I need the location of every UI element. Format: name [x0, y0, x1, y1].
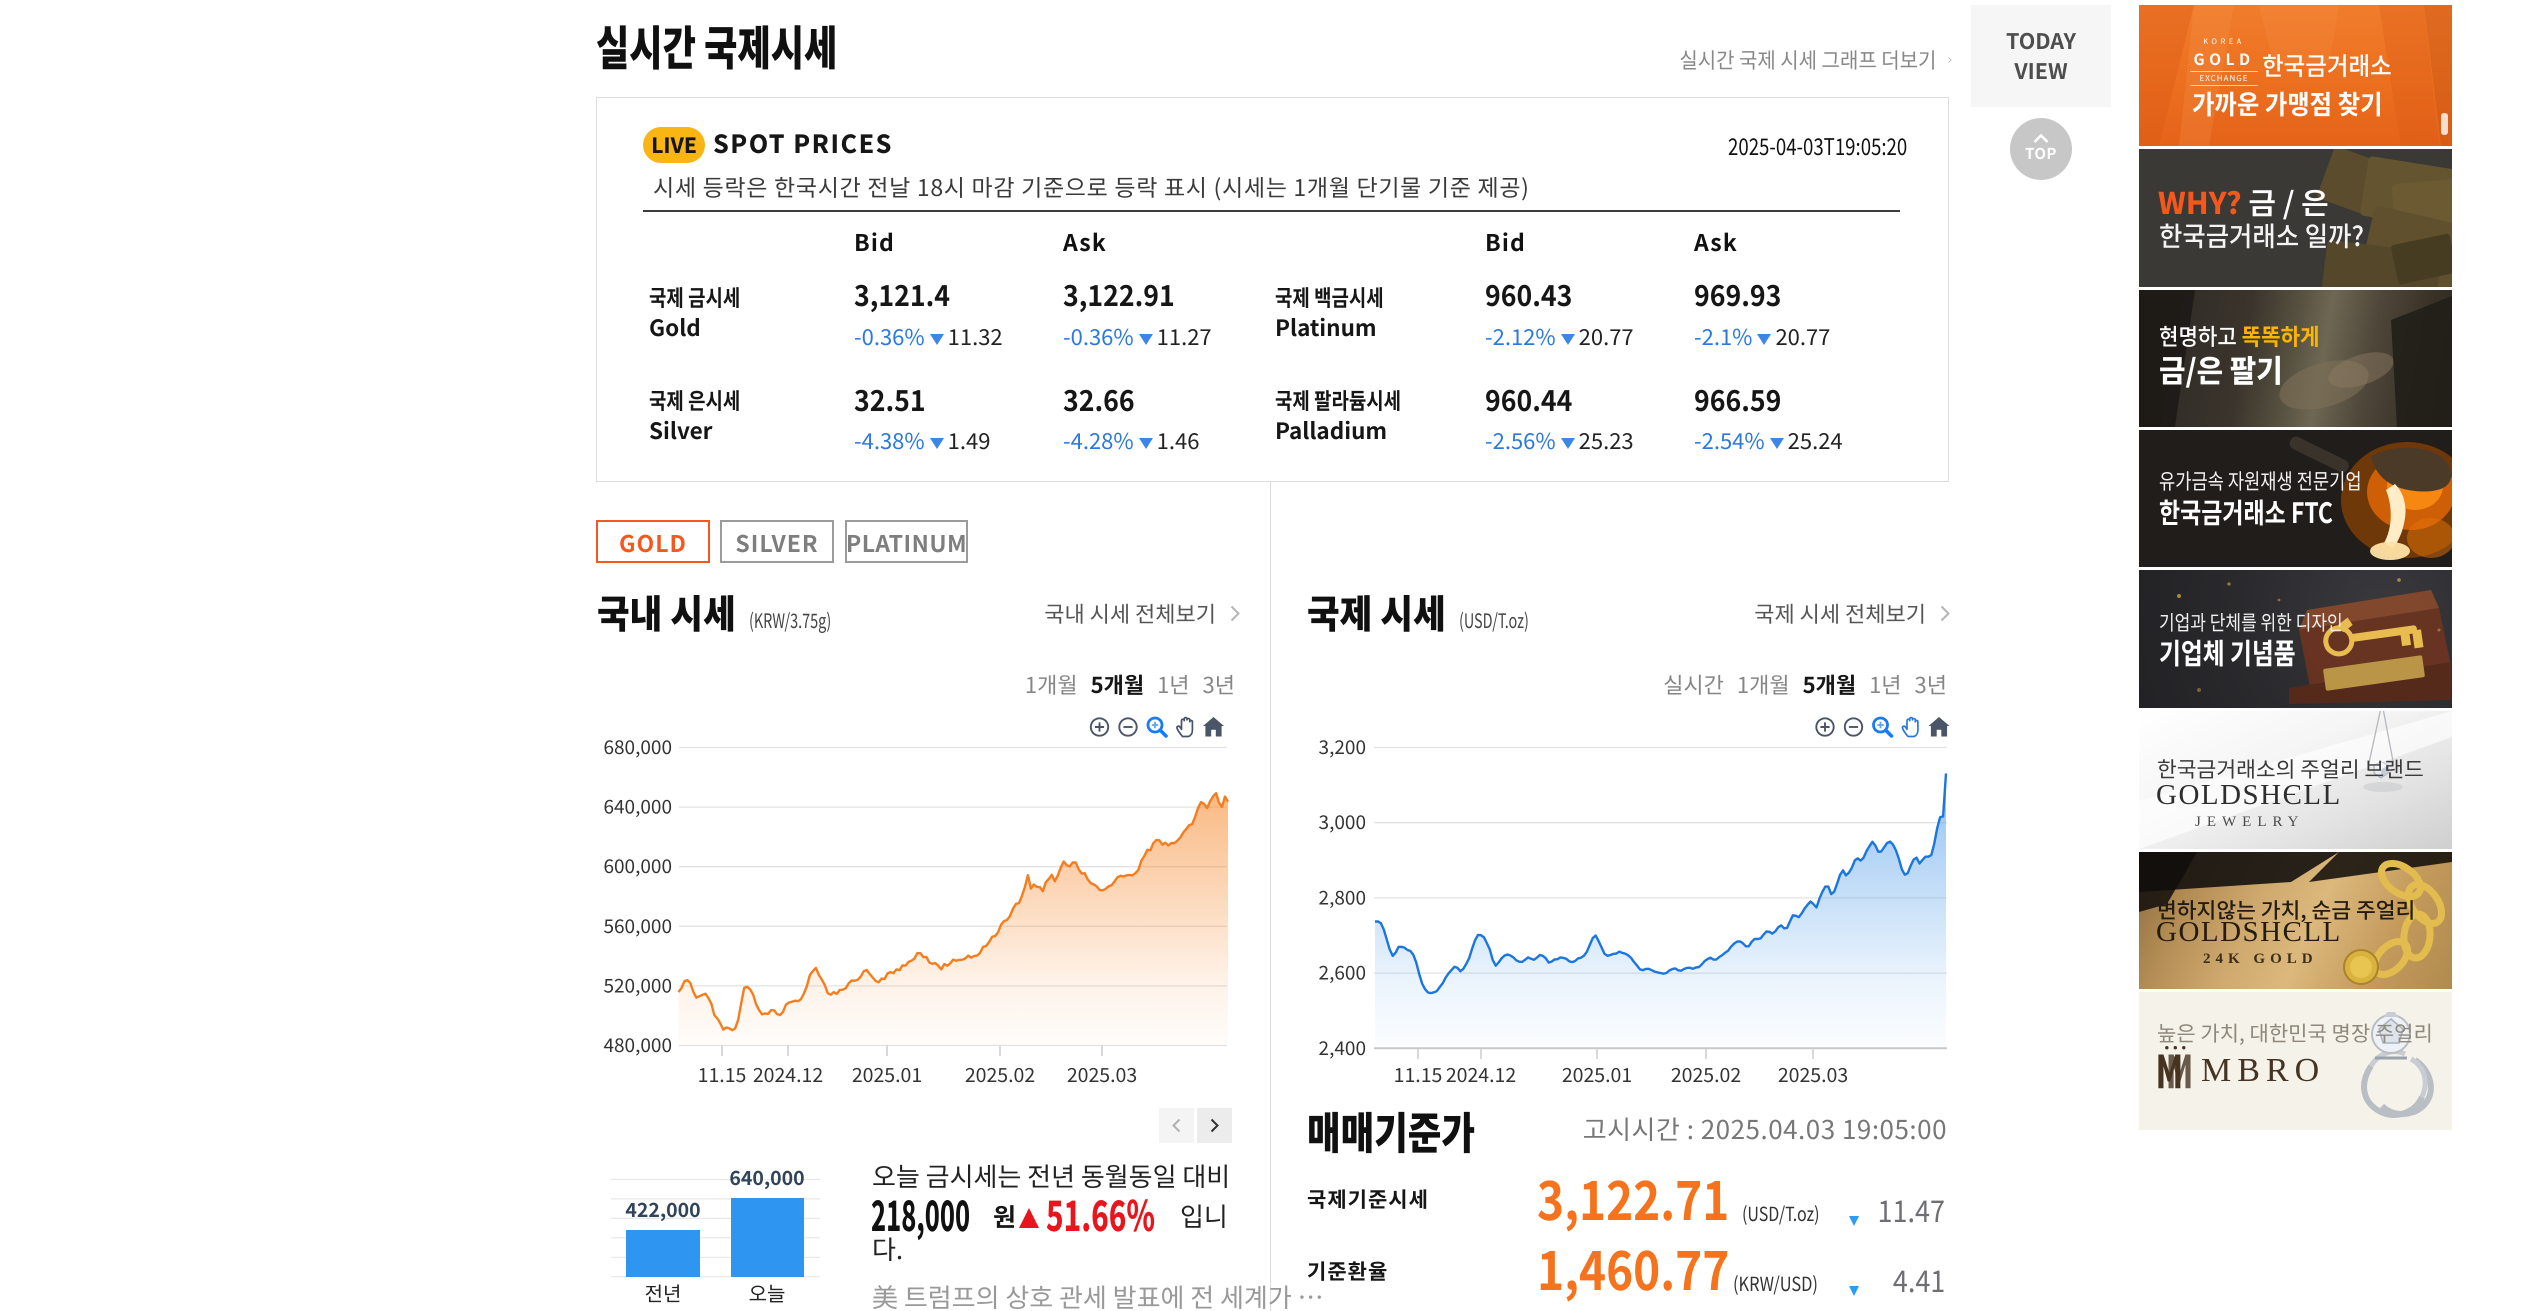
svg-text:2025.01: 2025.01 — [852, 1059, 922, 1088]
svg-text:2025.03: 2025.03 — [1067, 1059, 1137, 1088]
svg-text:560,000: 560,000 — [603, 912, 672, 939]
svg-text:680,000: 680,000 — [603, 733, 672, 760]
svg-text:11.15: 11.15 — [698, 1059, 747, 1088]
svg-text:2024.12: 2024.12 — [753, 1059, 823, 1088]
svg-text:2,800: 2,800 — [1319, 883, 1366, 910]
svg-text:520,000: 520,000 — [603, 971, 672, 998]
svg-text:2,600: 2,600 — [1319, 959, 1366, 986]
svg-text:2025.03: 2025.03 — [1778, 1059, 1848, 1088]
svg-text:11.15: 11.15 — [1394, 1059, 1443, 1088]
svg-text:422,000: 422,000 — [625, 1194, 700, 1223]
svg-text:2024.12: 2024.12 — [1446, 1059, 1516, 1088]
svg-text:640,000: 640,000 — [729, 1162, 804, 1191]
svg-text:600,000: 600,000 — [603, 852, 672, 879]
svg-text:전년: 전년 — [645, 1278, 682, 1307]
svg-text:480,000: 480,000 — [603, 1031, 672, 1058]
svg-text:640,000: 640,000 — [603, 793, 672, 820]
svg-text:2025.02: 2025.02 — [965, 1059, 1035, 1088]
svg-text:3,000: 3,000 — [1319, 808, 1366, 835]
svg-text:3,200: 3,200 — [1319, 733, 1366, 760]
svg-text:2025.02: 2025.02 — [1671, 1059, 1741, 1088]
svg-text:2025.01: 2025.01 — [1562, 1059, 1632, 1088]
svg-text:오늘: 오늘 — [749, 1278, 786, 1307]
svg-text:2,400: 2,400 — [1319, 1034, 1366, 1061]
